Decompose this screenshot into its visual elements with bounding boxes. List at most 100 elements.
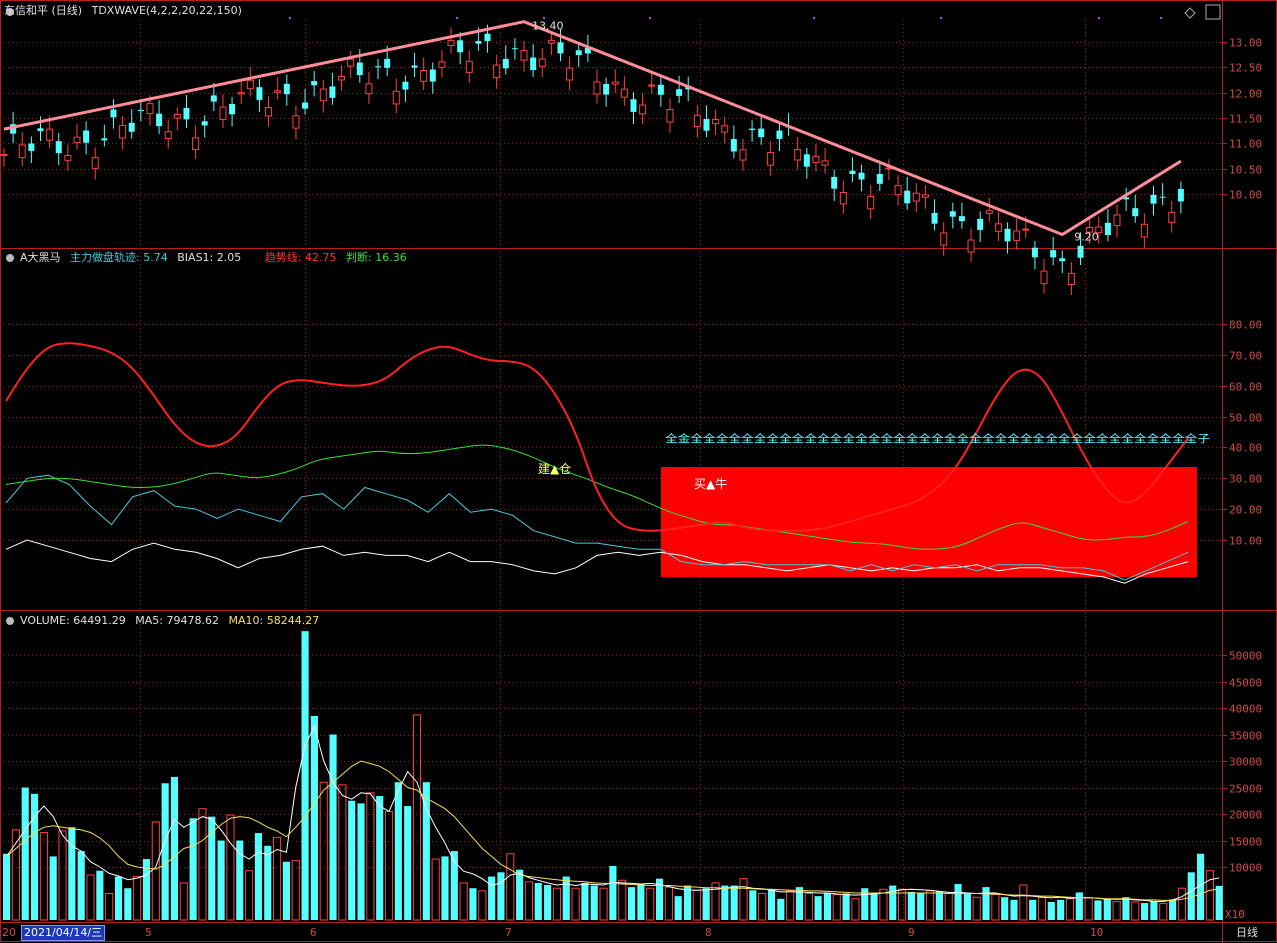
ma10-value: 58244.27: [266, 614, 320, 627]
volume-tick-label: 15000: [1229, 836, 1262, 849]
price-tick-label: 12.00: [1229, 88, 1262, 101]
volume-bar: [749, 890, 757, 920]
volume-bar: [637, 883, 645, 920]
bias1-line: [5, 539, 1189, 584]
volume-bar: [898, 888, 907, 921]
volume-bar: [1094, 900, 1102, 920]
trend-value: 42.75: [304, 251, 337, 264]
candle-body: [375, 66, 382, 68]
candle-body: [1123, 197, 1130, 200]
indicator-tick-label: 40.00: [1229, 442, 1262, 455]
volume-bar: [739, 878, 748, 921]
buy-signal-label: 买▲牛: [694, 476, 727, 491]
candle-body: [210, 95, 217, 102]
volume-bar: [1037, 896, 1047, 921]
price-tick-label: 10.50: [1229, 164, 1262, 177]
indicator-name[interactable]: A大黑马: [20, 251, 61, 264]
candle-body: [46, 128, 54, 141]
volume-bar: [11, 829, 20, 921]
month-label: 8: [705, 926, 712, 939]
candle-body: [603, 83, 610, 95]
candle-body: [265, 107, 273, 117]
candle-body: [338, 75, 346, 81]
candle-body: [985, 210, 993, 214]
price-tick-label: 11.50: [1229, 113, 1262, 126]
volume-tick-label: 50000: [1229, 650, 1262, 663]
candle-body: [73, 136, 81, 144]
volume-bar: [730, 885, 738, 920]
pane-toggle-icon: [6, 8, 14, 16]
pane-toggle-icon: [6, 254, 14, 262]
volume-bar: [907, 891, 915, 920]
volume-tick-label: 30000: [1229, 756, 1262, 769]
volume-bar: [646, 887, 655, 921]
candle-body: [329, 86, 336, 98]
period-label[interactable]: 日线: [1236, 926, 1258, 939]
volume-bar: [329, 734, 337, 920]
candle-body: [584, 47, 591, 54]
ma10-line: [6, 760, 1220, 901]
volume-bar: [627, 887, 636, 920]
volume-bar: [609, 865, 617, 920]
volume-bar: [226, 814, 235, 921]
candle-body: [1140, 223, 1148, 238]
volume-bar: [49, 856, 57, 920]
month-label: 7: [505, 926, 512, 939]
month-label: 5: [145, 926, 152, 939]
signal-dot: [543, 17, 545, 19]
volume-bar: [1112, 900, 1121, 921]
candle-body: [1086, 226, 1094, 233]
volume-bar: [366, 792, 375, 921]
volume-legend: VOLUME: 64491.29 MA5: 79478.62 MA10: 582…: [20, 614, 325, 628]
volume-bar: [711, 882, 720, 921]
volume-bar: [1215, 885, 1223, 920]
main-track-label: 主力做盘轨迹:: [70, 251, 140, 264]
low-price-label: 9.20: [1074, 231, 1099, 244]
mid-legend: A大黑马 主力做盘轨迹: 5.74 BIAS1: 2.05 趋势线: 42.75…: [20, 251, 413, 265]
candle-body: [246, 79, 254, 90]
volume-bar: [96, 870, 104, 920]
candle-body: [1150, 194, 1157, 204]
volume-label[interactable]: VOLUME:: [20, 614, 70, 627]
volume-bar: [861, 888, 869, 920]
candle-body: [703, 119, 710, 131]
wave-indicator-label[interactable]: TDXWAVE(4,2,2,20,22,150): [91, 4, 242, 17]
candle-body: [1077, 245, 1084, 258]
volume-bar: [86, 874, 95, 921]
volume-bar: [1150, 900, 1158, 920]
volume-bar: [291, 860, 300, 921]
bias-label: BIAS1:: [177, 251, 214, 264]
volume-bar: [917, 893, 925, 920]
candle-body: [538, 58, 546, 67]
candle-body: [730, 139, 737, 152]
volume-bar: [161, 783, 169, 920]
volume-bar: [273, 836, 282, 921]
candle-body: [566, 67, 574, 81]
volume-bar: [1169, 899, 1177, 920]
candle-body: [758, 128, 765, 138]
candle-body: [256, 87, 263, 100]
candle-body: [110, 109, 117, 118]
volume-bar: [879, 888, 888, 921]
candle-body: [1168, 211, 1176, 223]
signal-dot: [289, 17, 291, 19]
ma5-value: 79478.62: [166, 614, 220, 627]
indicator-tick-label: 50.00: [1229, 412, 1262, 425]
candle-body: [156, 113, 163, 127]
candle-body: [83, 130, 90, 143]
volume-bar: [77, 851, 85, 920]
volume-bar: [674, 896, 682, 920]
volume-bar: [217, 840, 225, 920]
candle-body: [1177, 189, 1184, 202]
candle-body: [420, 70, 428, 82]
volume-bar: [133, 876, 142, 921]
volume-scale-label: X10: [1225, 908, 1245, 921]
volume-bar: [1141, 903, 1149, 920]
volume-bar: [497, 872, 505, 920]
candle-body: [1159, 196, 1166, 198]
volume-bar: [1103, 899, 1111, 920]
candle-body: [493, 64, 501, 79]
candle-body: [402, 81, 409, 90]
volume-bar: [618, 879, 627, 921]
indicator-tick-label: 70.00: [1229, 350, 1262, 363]
